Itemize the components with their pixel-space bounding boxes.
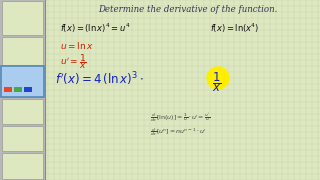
Text: $\dfrac{1}{x}$: $\dfrac{1}{x}$: [212, 70, 222, 94]
Bar: [2, 153, 43, 179]
Text: $u' = \dfrac{1}{x}$: $u' = \dfrac{1}{x}$: [60, 52, 87, 71]
Bar: [4, 87, 12, 92]
Text: Determine the derivative of the function.: Determine the derivative of the function…: [98, 5, 277, 14]
Bar: [2, 99, 43, 124]
Bar: [2, 126, 43, 151]
Text: $f'(x) = 4\,(\ln x)^3 \cdot$: $f'(x) = 4\,(\ln x)^3 \cdot$: [55, 70, 144, 88]
Bar: [24, 87, 32, 92]
Bar: [1, 66, 44, 97]
Bar: [2, 67, 43, 97]
Bar: [0, 0, 45, 180]
Text: $\frac{d}{dx}[\ln(u)] = \frac{1}{u} \cdot u' = \frac{u'}{u}$: $\frac{d}{dx}[\ln(u)] = \frac{1}{u} \cdo…: [150, 112, 210, 124]
Circle shape: [207, 67, 229, 89]
Bar: [2, 37, 43, 65]
Text: $f(x) = \ln(x^4)$: $f(x) = \ln(x^4)$: [210, 22, 260, 35]
Bar: [2, 1, 43, 35]
Text: $f(x) = (\ln x)^4 = u^4$: $f(x) = (\ln x)^4 = u^4$: [60, 22, 131, 35]
Text: $u = \ln x$: $u = \ln x$: [60, 40, 94, 51]
Bar: [14, 87, 22, 92]
Text: $\frac{d}{dx}[u^n] = nu^{n-1} \cdot u'$: $\frac{d}{dx}[u^n] = nu^{n-1} \cdot u'$: [150, 126, 207, 138]
